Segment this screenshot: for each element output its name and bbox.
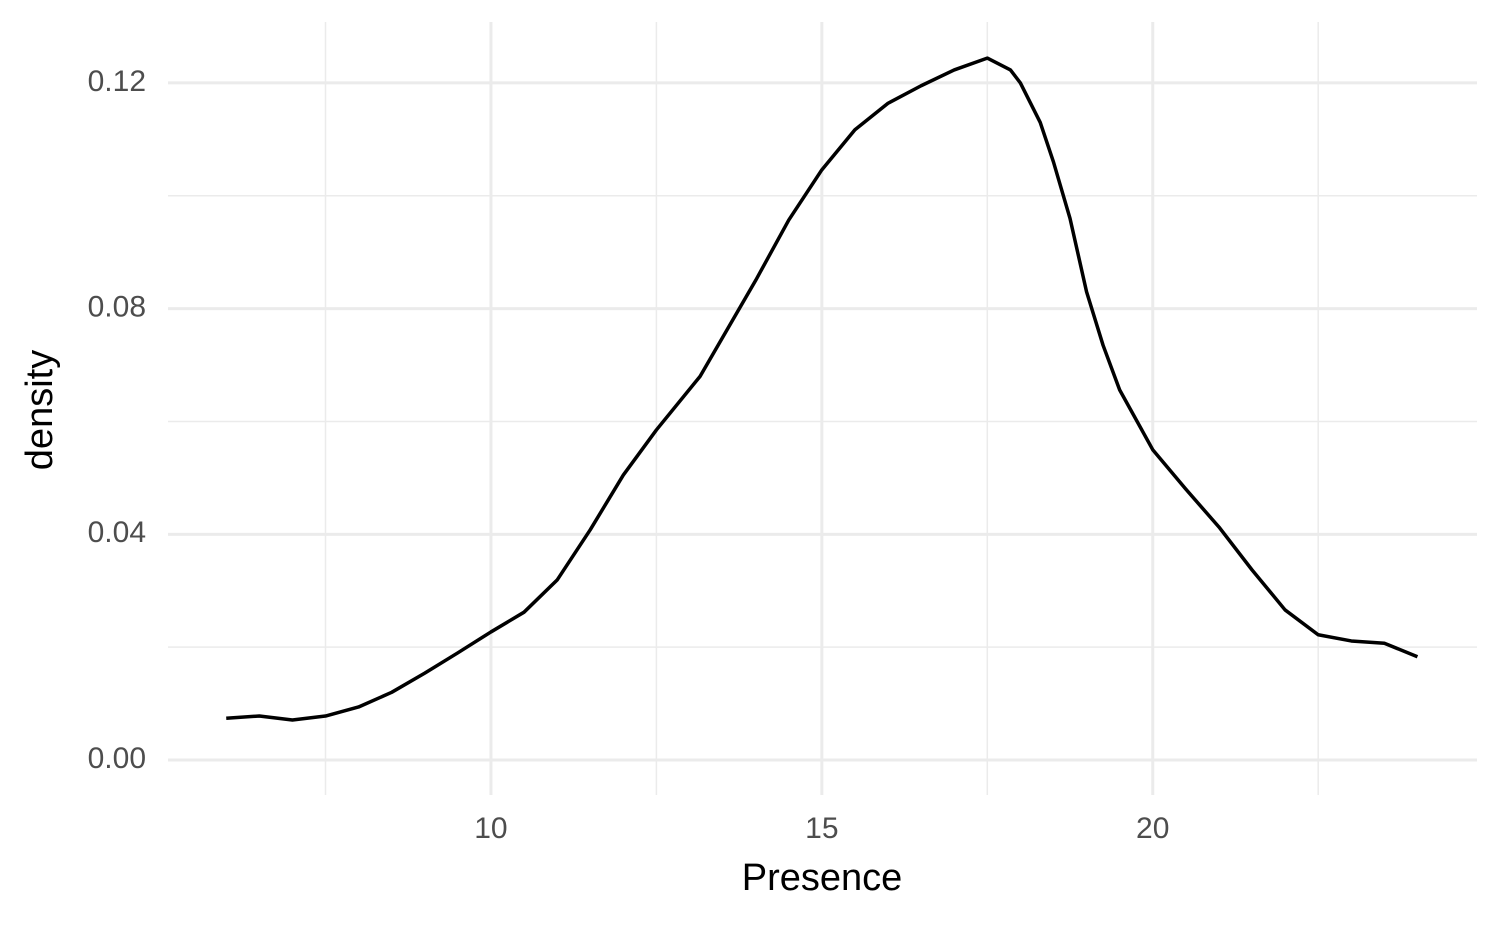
x-axis-title: Presence (742, 857, 903, 899)
y-tick-label: 0.08 (88, 291, 146, 324)
y-tick-label: 0.12 (88, 65, 146, 98)
y-axis-title: density (19, 350, 61, 470)
y-tick-label: 0.00 (88, 742, 146, 775)
density-line (226, 56, 1419, 722)
y-tick-label: 0.04 (88, 516, 146, 549)
x-tick-label: 10 (474, 812, 507, 845)
x-tick-label: 20 (1136, 812, 1169, 845)
x-tick-label: 15 (805, 812, 838, 845)
